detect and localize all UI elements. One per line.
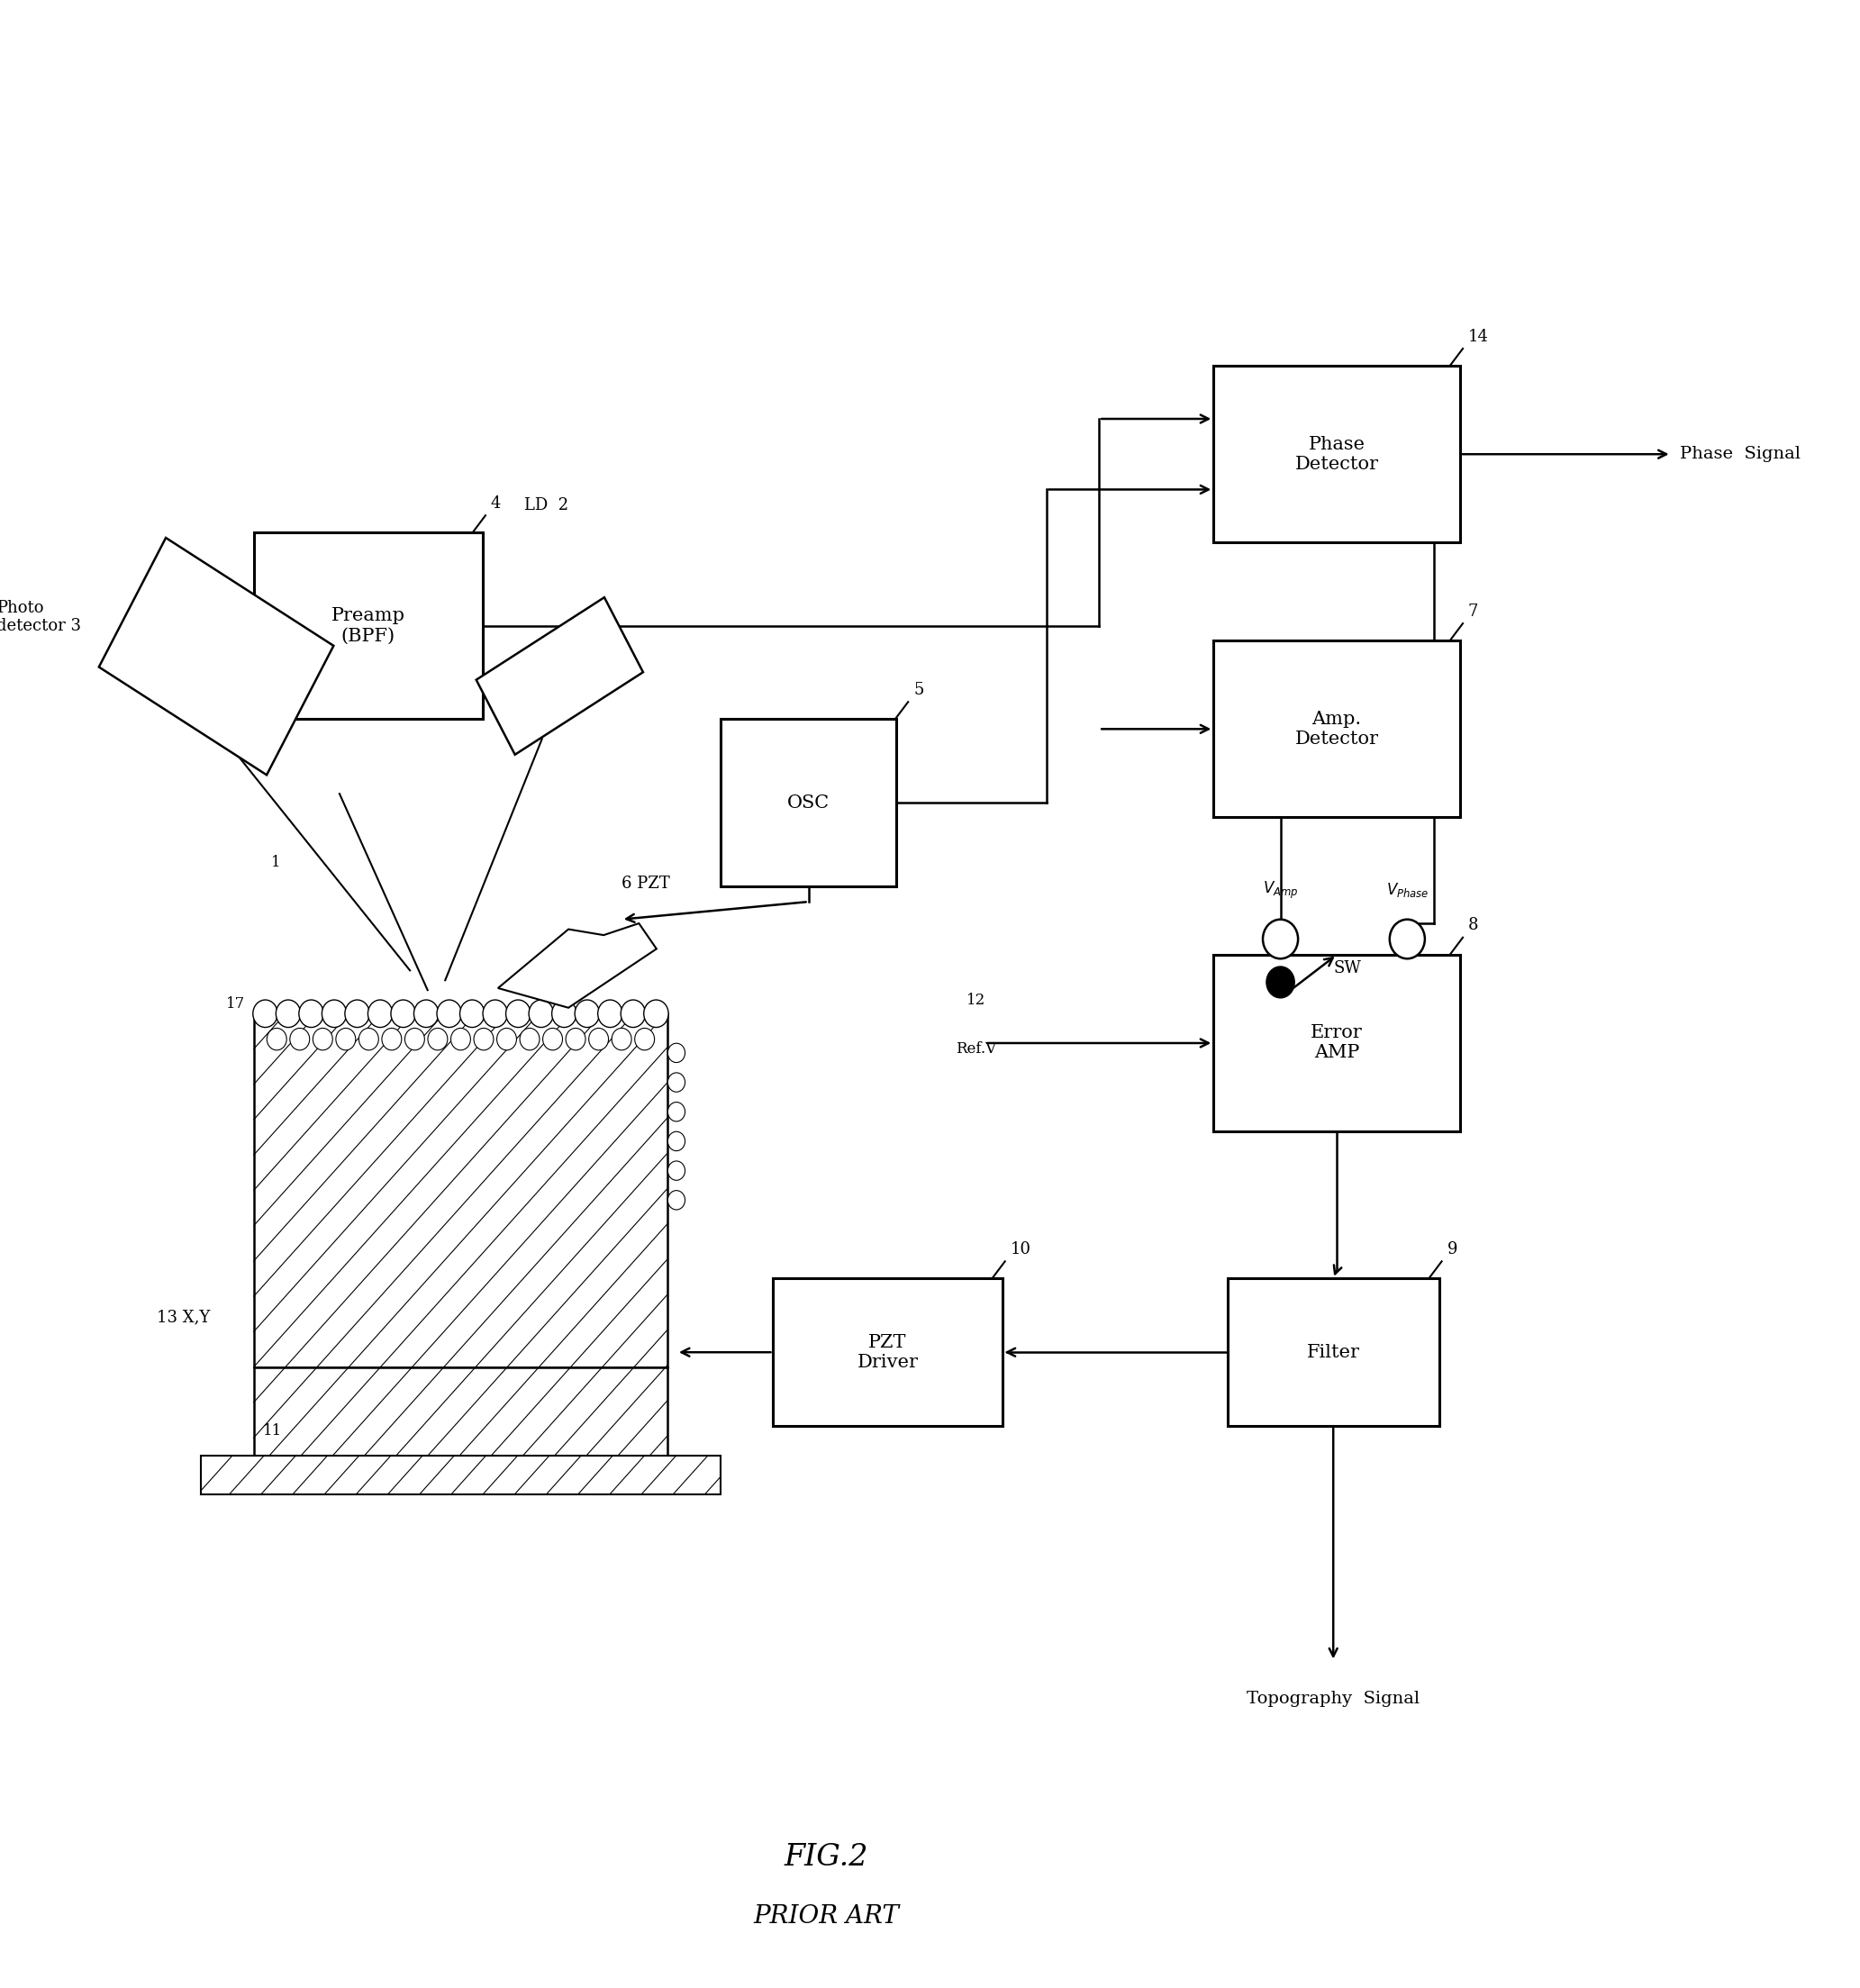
Text: 6 PZT: 6 PZT	[621, 877, 670, 893]
Circle shape	[484, 1000, 508, 1028]
Text: Preamp
(BPF): Preamp (BPF)	[331, 608, 405, 644]
Text: LD  2: LD 2	[525, 497, 569, 513]
Text: 11: 11	[262, 1423, 281, 1439]
Bar	[1213, 366, 1460, 543]
Circle shape	[266, 1028, 286, 1050]
Circle shape	[381, 1028, 402, 1050]
Circle shape	[668, 1044, 684, 1062]
Circle shape	[597, 1000, 623, 1028]
Circle shape	[590, 1028, 608, 1050]
Circle shape	[519, 1028, 539, 1050]
Circle shape	[612, 1028, 632, 1050]
Circle shape	[474, 1028, 493, 1050]
Circle shape	[634, 1028, 655, 1050]
Circle shape	[322, 1000, 346, 1028]
Text: SW: SW	[1334, 960, 1362, 976]
Text: $V_{Phase}$: $V_{Phase}$	[1386, 881, 1428, 899]
Circle shape	[391, 1000, 415, 1028]
Circle shape	[668, 1161, 684, 1181]
Circle shape	[428, 1028, 448, 1050]
Text: 14: 14	[1468, 328, 1488, 344]
Circle shape	[644, 1000, 668, 1028]
Text: 17: 17	[225, 996, 246, 1012]
Circle shape	[312, 1028, 333, 1050]
Bar	[253, 1014, 668, 1368]
Text: 13 X,Y: 13 X,Y	[156, 1308, 210, 1326]
Text: OSC: OSC	[787, 793, 830, 811]
Bar	[1228, 1278, 1440, 1425]
Text: 9: 9	[1447, 1241, 1458, 1258]
Text: FIG.2: FIG.2	[783, 1843, 869, 1873]
Circle shape	[668, 1131, 684, 1151]
Text: 12: 12	[965, 992, 986, 1008]
Text: Phase
Detector: Phase Detector	[1295, 435, 1378, 473]
Circle shape	[668, 1074, 684, 1091]
Text: 4: 4	[491, 495, 500, 511]
Text: 8: 8	[1468, 916, 1479, 934]
Bar	[253, 533, 484, 720]
Bar	[1213, 954, 1460, 1131]
Circle shape	[344, 1000, 370, 1028]
Circle shape	[497, 1028, 517, 1050]
Circle shape	[668, 1191, 684, 1211]
Circle shape	[565, 1028, 586, 1050]
Text: PZT
Driver: PZT Driver	[857, 1334, 919, 1370]
Text: Ref.V: Ref.V	[956, 1042, 997, 1056]
Circle shape	[1389, 918, 1425, 958]
Circle shape	[459, 1000, 484, 1028]
Circle shape	[575, 1000, 599, 1028]
Circle shape	[359, 1028, 379, 1050]
Text: 10: 10	[1010, 1241, 1030, 1258]
Polygon shape	[99, 539, 333, 775]
Bar	[253, 1368, 668, 1455]
Text: Error
AMP: Error AMP	[1311, 1024, 1363, 1062]
Polygon shape	[476, 596, 644, 755]
Circle shape	[552, 1000, 577, 1028]
Text: 7: 7	[1468, 602, 1479, 620]
Circle shape	[253, 1000, 277, 1028]
Circle shape	[299, 1000, 324, 1028]
Circle shape	[668, 1101, 684, 1121]
Text: Filter: Filter	[1308, 1344, 1360, 1362]
Circle shape	[1263, 918, 1298, 958]
Text: Phase  Signal: Phase Signal	[1680, 445, 1800, 463]
Circle shape	[621, 1000, 645, 1028]
Bar	[201, 1455, 720, 1495]
Circle shape	[528, 1000, 554, 1028]
Circle shape	[543, 1028, 562, 1050]
Bar	[720, 720, 897, 887]
Circle shape	[368, 1000, 392, 1028]
Circle shape	[405, 1028, 424, 1050]
Circle shape	[437, 1000, 461, 1028]
Text: 5: 5	[913, 682, 924, 698]
Circle shape	[290, 1028, 309, 1050]
Circle shape	[1267, 966, 1295, 998]
Circle shape	[450, 1028, 471, 1050]
Bar	[1213, 640, 1460, 817]
Circle shape	[275, 1000, 301, 1028]
Text: 1: 1	[272, 855, 281, 871]
Circle shape	[337, 1028, 355, 1050]
Text: Photo
detector 3: Photo detector 3	[0, 600, 80, 634]
Bar	[774, 1278, 1003, 1425]
Text: PRIOR ART: PRIOR ART	[753, 1905, 898, 1928]
Polygon shape	[498, 922, 657, 1008]
Text: Amp.
Detector: Amp. Detector	[1295, 710, 1378, 747]
Text: $V_{Amp}$: $V_{Amp}$	[1263, 879, 1298, 901]
Circle shape	[415, 1000, 439, 1028]
Circle shape	[506, 1000, 530, 1028]
Text: Topography  Signal: Topography Signal	[1246, 1692, 1419, 1708]
